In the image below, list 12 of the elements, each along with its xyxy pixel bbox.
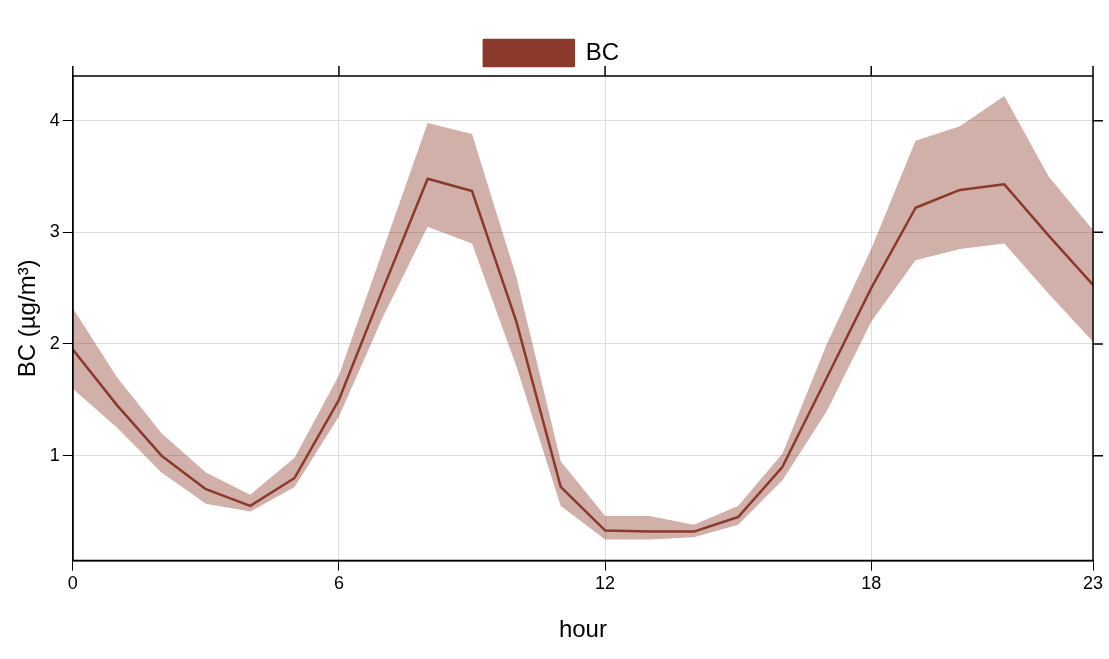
x-tick-label: 6 — [333, 573, 344, 594]
legend-label: BC — [585, 37, 620, 65]
y-axis-title: BC (µg/m³) — [13, 259, 41, 378]
x-tick-label: 0 — [67, 573, 78, 594]
x-tick-label: 23 — [1082, 573, 1104, 594]
x-tick-label: 12 — [595, 573, 616, 594]
x-tick-label: 18 — [861, 573, 882, 594]
y-tick-label: 2 — [49, 332, 60, 353]
x-axis-title: hour — [558, 615, 607, 643]
y-tick-label: 3 — [49, 221, 60, 242]
y-tick-label: 4 — [49, 109, 60, 130]
y-tick-label: 1 — [49, 444, 60, 465]
